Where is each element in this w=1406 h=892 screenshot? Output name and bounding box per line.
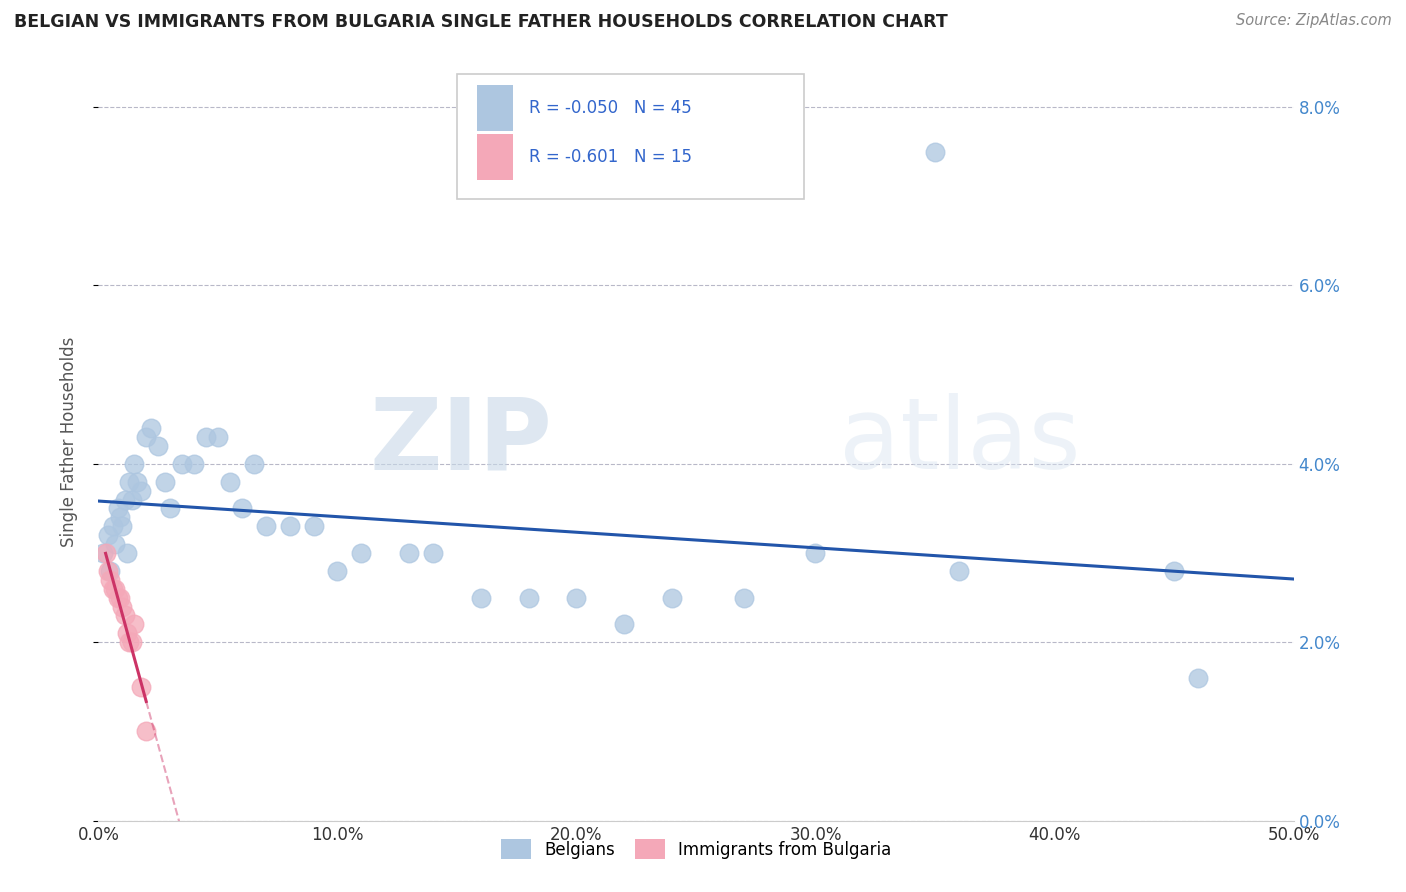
Point: [278, 519, 301, 533]
Point: [98, 573, 122, 587]
Point: [159, 501, 181, 516]
Point: [131, 483, 153, 498]
Point: [107, 501, 129, 516]
Point: [231, 501, 253, 516]
Point: [121, 492, 143, 507]
Point: [111, 599, 134, 614]
Point: [733, 591, 755, 605]
Point: [114, 492, 136, 507]
Point: [350, 546, 373, 560]
Point: [661, 591, 683, 605]
Point: [114, 608, 136, 623]
Y-axis label: Single Father Households: Single Father Households: [59, 336, 77, 547]
Point: [107, 591, 129, 605]
Point: [135, 724, 157, 739]
Point: [124, 617, 146, 632]
Text: R = -0.050   N = 45: R = -0.050 N = 45: [529, 99, 692, 117]
Point: [97, 564, 120, 578]
Point: [118, 635, 141, 649]
Point: [108, 510, 131, 524]
Point: [924, 145, 946, 159]
Text: atlas: atlas: [839, 393, 1081, 490]
Point: [104, 537, 127, 551]
Point: [565, 591, 588, 605]
Point: [398, 546, 420, 560]
Point: [115, 626, 138, 640]
Point: [135, 430, 157, 444]
Point: [302, 519, 325, 533]
Legend: Belgians, Immigrants from Bulgaria: Belgians, Immigrants from Bulgaria: [494, 833, 898, 865]
Point: [243, 457, 266, 471]
Text: BELGIAN VS IMMIGRANTS FROM BULGARIA SINGLE FATHER HOUSEHOLDS CORRELATION CHART: BELGIAN VS IMMIGRANTS FROM BULGARIA SING…: [14, 13, 948, 31]
Point: [91, 546, 114, 560]
Point: [139, 421, 162, 435]
Point: [115, 546, 138, 560]
Point: [613, 617, 636, 632]
Point: [94, 546, 117, 560]
Point: [207, 430, 229, 444]
Point: [1163, 564, 1185, 578]
Point: [470, 591, 492, 605]
Point: [1187, 671, 1209, 685]
Text: ZIP: ZIP: [370, 393, 553, 490]
Text: Source: ZipAtlas.com: Source: ZipAtlas.com: [1236, 13, 1392, 29]
Point: [101, 519, 124, 533]
Point: [131, 680, 153, 694]
Point: [118, 475, 141, 489]
Point: [195, 430, 218, 444]
Bar: [477, 85, 513, 130]
Point: [125, 475, 148, 489]
Point: [108, 591, 131, 605]
Point: [517, 591, 540, 605]
Point: [98, 564, 122, 578]
FancyBboxPatch shape: [457, 74, 804, 199]
Point: [326, 564, 349, 578]
Point: [111, 519, 134, 533]
Point: [422, 546, 444, 560]
Point: [219, 475, 242, 489]
Point: [121, 635, 143, 649]
Point: [183, 457, 205, 471]
Bar: [477, 135, 513, 180]
Point: [101, 582, 124, 596]
Text: R = -0.601   N = 15: R = -0.601 N = 15: [529, 148, 692, 166]
Point: [172, 457, 194, 471]
Point: [155, 475, 177, 489]
Point: [97, 528, 120, 542]
Point: [948, 564, 970, 578]
Point: [804, 546, 827, 560]
Point: [148, 439, 170, 453]
Point: [124, 457, 146, 471]
Point: [254, 519, 277, 533]
Point: [104, 582, 127, 596]
